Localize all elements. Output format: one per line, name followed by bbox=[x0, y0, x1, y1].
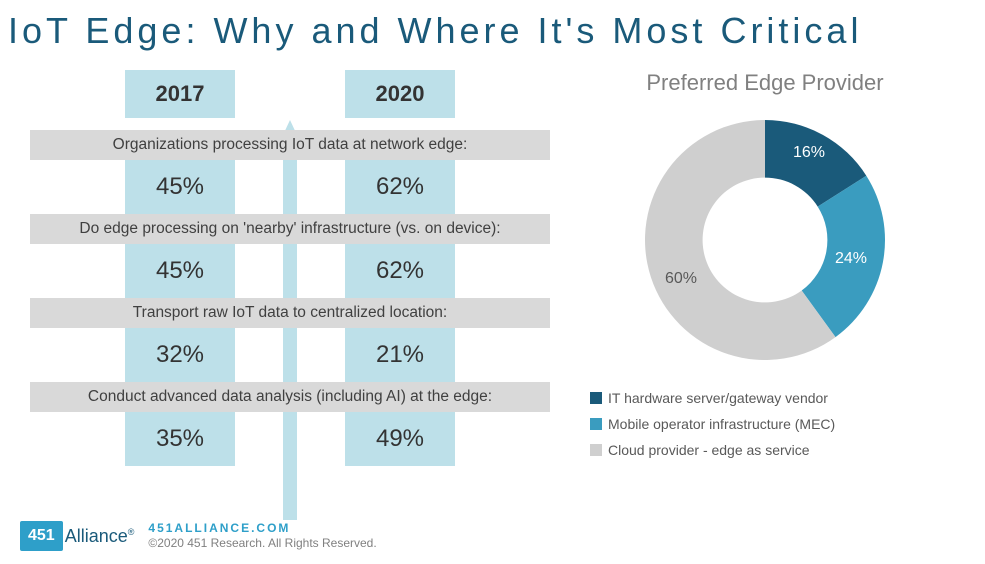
row-label: Conduct advanced data analysis (includin… bbox=[30, 382, 550, 412]
legend-label: IT hardware server/gateway vendor bbox=[608, 390, 828, 406]
year-header-2020: 2020 bbox=[345, 70, 455, 118]
logo: 451 Alliance® bbox=[20, 521, 134, 551]
year-header-2017: 2017 bbox=[125, 70, 235, 118]
row-value-2020: 62% bbox=[345, 244, 455, 298]
legend-label: Mobile operator infrastructure (MEC) bbox=[608, 416, 835, 432]
row-label: Transport raw IoT data to centralized lo… bbox=[30, 298, 550, 328]
legend-swatch bbox=[590, 392, 602, 404]
legend-swatch bbox=[590, 444, 602, 456]
row-value-2020: 62% bbox=[345, 160, 455, 214]
row-label: Organizations processing IoT data at net… bbox=[30, 130, 550, 160]
donut-chart: 16% 24% 60% bbox=[635, 110, 895, 370]
logo-text: Alliance® bbox=[65, 526, 135, 547]
donut-title: Preferred Edge Provider bbox=[590, 70, 940, 96]
content-area: 2017 2020 Organizations processing IoT d… bbox=[0, 70, 985, 468]
donut-slice-label: 60% bbox=[665, 270, 697, 288]
row-label: Do edge processing on 'nearby' infrastru… bbox=[30, 214, 550, 244]
footer: 451 Alliance® 451ALLIANCE.COM ©2020 451 … bbox=[20, 521, 377, 552]
logo-badge: 451 bbox=[20, 521, 63, 551]
footer-copyright: ©2020 451 Research. All Rights Reserved. bbox=[148, 536, 376, 552]
donut-slice-label: 24% bbox=[835, 250, 867, 268]
row-value-2017: 32% bbox=[125, 328, 235, 382]
row-value-2017: 35% bbox=[125, 412, 235, 466]
footer-text: 451ALLIANCE.COM ©2020 451 Research. All … bbox=[148, 521, 376, 552]
legend-item: Mobile operator infrastructure (MEC) bbox=[590, 416, 940, 432]
row-value-2017: 45% bbox=[125, 244, 235, 298]
row-value-2020: 49% bbox=[345, 412, 455, 466]
comparison-row: Do edge processing on 'nearby' infrastru… bbox=[30, 214, 550, 298]
row-value-2020: 21% bbox=[345, 328, 455, 382]
donut-slice-label: 16% bbox=[793, 144, 825, 162]
donut-panel: Preferred Edge Provider 16% 24% 60% IT h… bbox=[590, 70, 940, 468]
donut-legend: IT hardware server/gateway vendor Mobile… bbox=[590, 390, 940, 458]
page-title: IoT Edge: Why and Where It's Most Critic… bbox=[8, 10, 985, 52]
comparison-row: Conduct advanced data analysis (includin… bbox=[30, 382, 550, 466]
legend-item: Cloud provider - edge as service bbox=[590, 442, 940, 458]
legend-swatch bbox=[590, 418, 602, 430]
legend-item: IT hardware server/gateway vendor bbox=[590, 390, 940, 406]
comparison-row: Transport raw IoT data to centralized lo… bbox=[30, 298, 550, 382]
comparison-panel: 2017 2020 Organizations processing IoT d… bbox=[30, 70, 550, 468]
row-value-2017: 45% bbox=[125, 160, 235, 214]
comparison-row: Organizations processing IoT data at net… bbox=[30, 130, 550, 214]
footer-url: 451ALLIANCE.COM bbox=[148, 521, 376, 537]
legend-label: Cloud provider - edge as service bbox=[608, 442, 810, 458]
